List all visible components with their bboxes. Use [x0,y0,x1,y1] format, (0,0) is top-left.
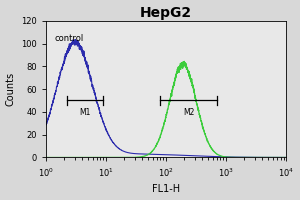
Y-axis label: Counts: Counts [6,72,16,106]
X-axis label: FL1-H: FL1-H [152,184,180,194]
Text: control: control [55,34,84,43]
Text: M1: M1 [79,108,91,117]
Text: M2: M2 [183,108,194,117]
Title: HepG2: HepG2 [140,6,192,20]
